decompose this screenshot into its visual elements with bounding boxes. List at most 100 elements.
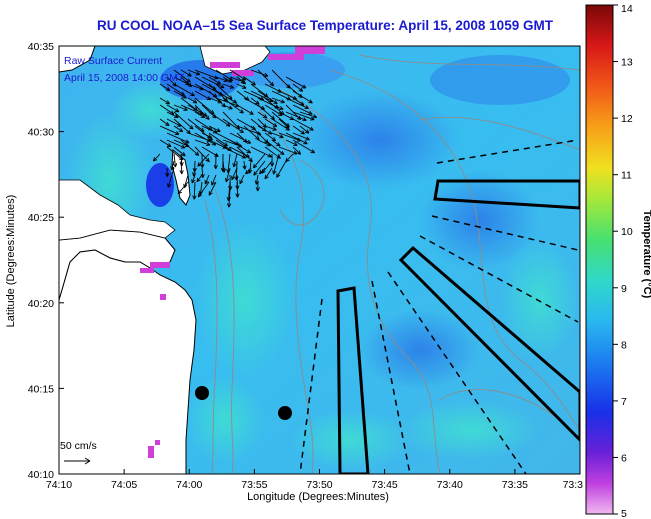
lat-tick-label: 40:30: [28, 127, 54, 139]
lon-tick-label: 73:40: [437, 479, 463, 491]
transect-dashed-lines: [299, 139, 579, 474]
current-vector: [257, 69, 274, 87]
current-vector: [285, 139, 298, 146]
current-vector: [229, 132, 252, 144]
current-vector: [170, 160, 175, 171]
colorbar-ticks: 14 13 12 11 10 9 8 7 6 5: [613, 3, 633, 519]
buoy-marker-1[interactable]: [195, 386, 209, 400]
current-vector: [159, 97, 170, 105]
lon-tick-label: 73:3: [563, 479, 584, 491]
current-vector: [201, 76, 225, 89]
colorbar-tick-label: 13: [621, 57, 633, 69]
current-vector: [187, 69, 201, 76]
current-vector: [264, 167, 273, 180]
lon-tick-label: 73:55: [241, 479, 267, 491]
current-vector: [165, 167, 170, 177]
colorbar-tick-label: 7: [621, 396, 627, 408]
surface-current-vectors: [152, 69, 317, 208]
current-vector: [271, 132, 284, 139]
current-vector: [197, 181, 210, 198]
temperature-colorbar: [585, 4, 614, 515]
current-vector: [292, 139, 315, 154]
longitude-ticks: 74:10 74:05 74:00 73:55 73:50 73:45 73:40 73:35…: [46, 469, 583, 491]
current-vector: [159, 139, 172, 148]
current-vector: [192, 167, 197, 177]
colorbar-tick-label: 6: [621, 452, 627, 464]
buoy-marker-2[interactable]: [278, 406, 292, 420]
lon-tick-label: 74:10: [46, 479, 72, 491]
current-vector: [292, 125, 305, 135]
colorbar-tick-label: 9: [621, 283, 627, 295]
lat-tick-label: 40:15: [28, 383, 54, 395]
current-vector: [235, 181, 240, 198]
current-vector: [285, 76, 307, 89]
current-vector: [208, 97, 222, 104]
current-vector: [173, 146, 186, 157]
current-vector: [222, 118, 244, 134]
latitude-ticks: 40:35 40:30 40:25 40:20 40:15 40:10: [28, 41, 64, 481]
current-vector: [271, 97, 285, 104]
current-vector: [264, 139, 285, 156]
current-vector: [264, 118, 278, 127]
current-vector: [177, 181, 189, 195]
current-vector: [159, 83, 171, 91]
current-vector: [201, 132, 212, 139]
current-vector: [192, 181, 197, 200]
current-vector: [208, 125, 221, 133]
colorbar-tick-label: 11: [621, 170, 632, 182]
current-vector: [236, 146, 253, 162]
bathymetry-contours: [204, 54, 580, 474]
current-vector: [197, 153, 210, 167]
current-vector: [208, 181, 217, 196]
current-vector: [166, 132, 190, 144]
current-vector: [194, 139, 211, 147]
current-vector: [236, 132, 248, 143]
current-vector: [257, 111, 268, 119]
colorbar-tick-label: 14: [621, 3, 633, 15]
current-vector: [253, 160, 266, 176]
current-vector: [292, 146, 302, 155]
current-vector: [222, 83, 235, 89]
current-vector: [180, 69, 192, 77]
map-title: RU COOL NOAA–15 Sea Surface Temperature:…: [97, 18, 553, 33]
current-vector: [261, 160, 273, 174]
current-vector: [272, 153, 280, 175]
current-vector: [225, 167, 231, 183]
current-vector: [242, 160, 247, 170]
current-vector: [166, 104, 180, 113]
colorbar-tick-label: 10: [621, 226, 633, 238]
current-vector: [250, 97, 260, 105]
current-vector: [276, 160, 287, 178]
current-vector: [264, 125, 277, 131]
current-vector: [278, 118, 290, 129]
current-vector: [222, 76, 233, 83]
current-vector: [292, 97, 305, 106]
current-vector: [285, 97, 309, 110]
current-overlay-time: April 15, 2008 14:00 GMT: [64, 72, 185, 84]
current-vector: [285, 111, 307, 122]
current-vector: [269, 153, 275, 167]
current-vector: [252, 153, 266, 169]
current-vector: [285, 132, 308, 145]
colorbar-tick-label: 8: [621, 339, 627, 351]
current-vector: [204, 174, 210, 185]
current-vector: [208, 76, 222, 85]
scale-label: 50 cm/s: [60, 440, 97, 452]
sampling-transects: [299, 139, 580, 474]
current-vector: [211, 174, 217, 186]
lat-tick-label: 40:20: [28, 298, 54, 310]
current-vector: [236, 83, 247, 89]
current-vector: [292, 104, 313, 115]
current-vector: [245, 167, 252, 175]
current-vector: [232, 153, 238, 168]
current-vector: [159, 125, 180, 135]
scale-arrow: [64, 457, 91, 465]
current-vector: [243, 125, 260, 141]
lon-tick-label: 73:50: [306, 479, 332, 491]
current-vector: [299, 125, 310, 134]
current-vector: [278, 146, 298, 155]
land: [59, 46, 271, 474]
transect-box-south: [336, 286, 370, 474]
current-vector: [254, 174, 259, 185]
